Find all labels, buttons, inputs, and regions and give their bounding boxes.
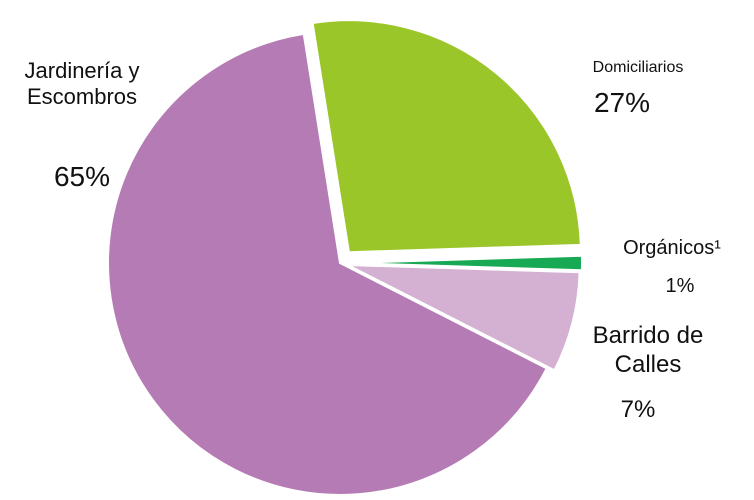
slice-label: Domiciliarios (592, 59, 684, 76)
slice-label: Barrido de Calles (592, 322, 704, 378)
slice-label: Orgánicos¹ (623, 237, 721, 259)
pie-slice (311, 19, 582, 254)
slice-value-label: 1% (665, 275, 695, 297)
pie-slice (349, 254, 583, 272)
slice-value-label: 27% (593, 87, 651, 118)
pie-slice (107, 32, 549, 496)
slice-label: Jardinería y Escombros (24, 58, 140, 110)
pie-slice (347, 263, 581, 372)
slice-value-label: 7% (620, 396, 656, 423)
slice-value-label: 65% (53, 161, 111, 192)
